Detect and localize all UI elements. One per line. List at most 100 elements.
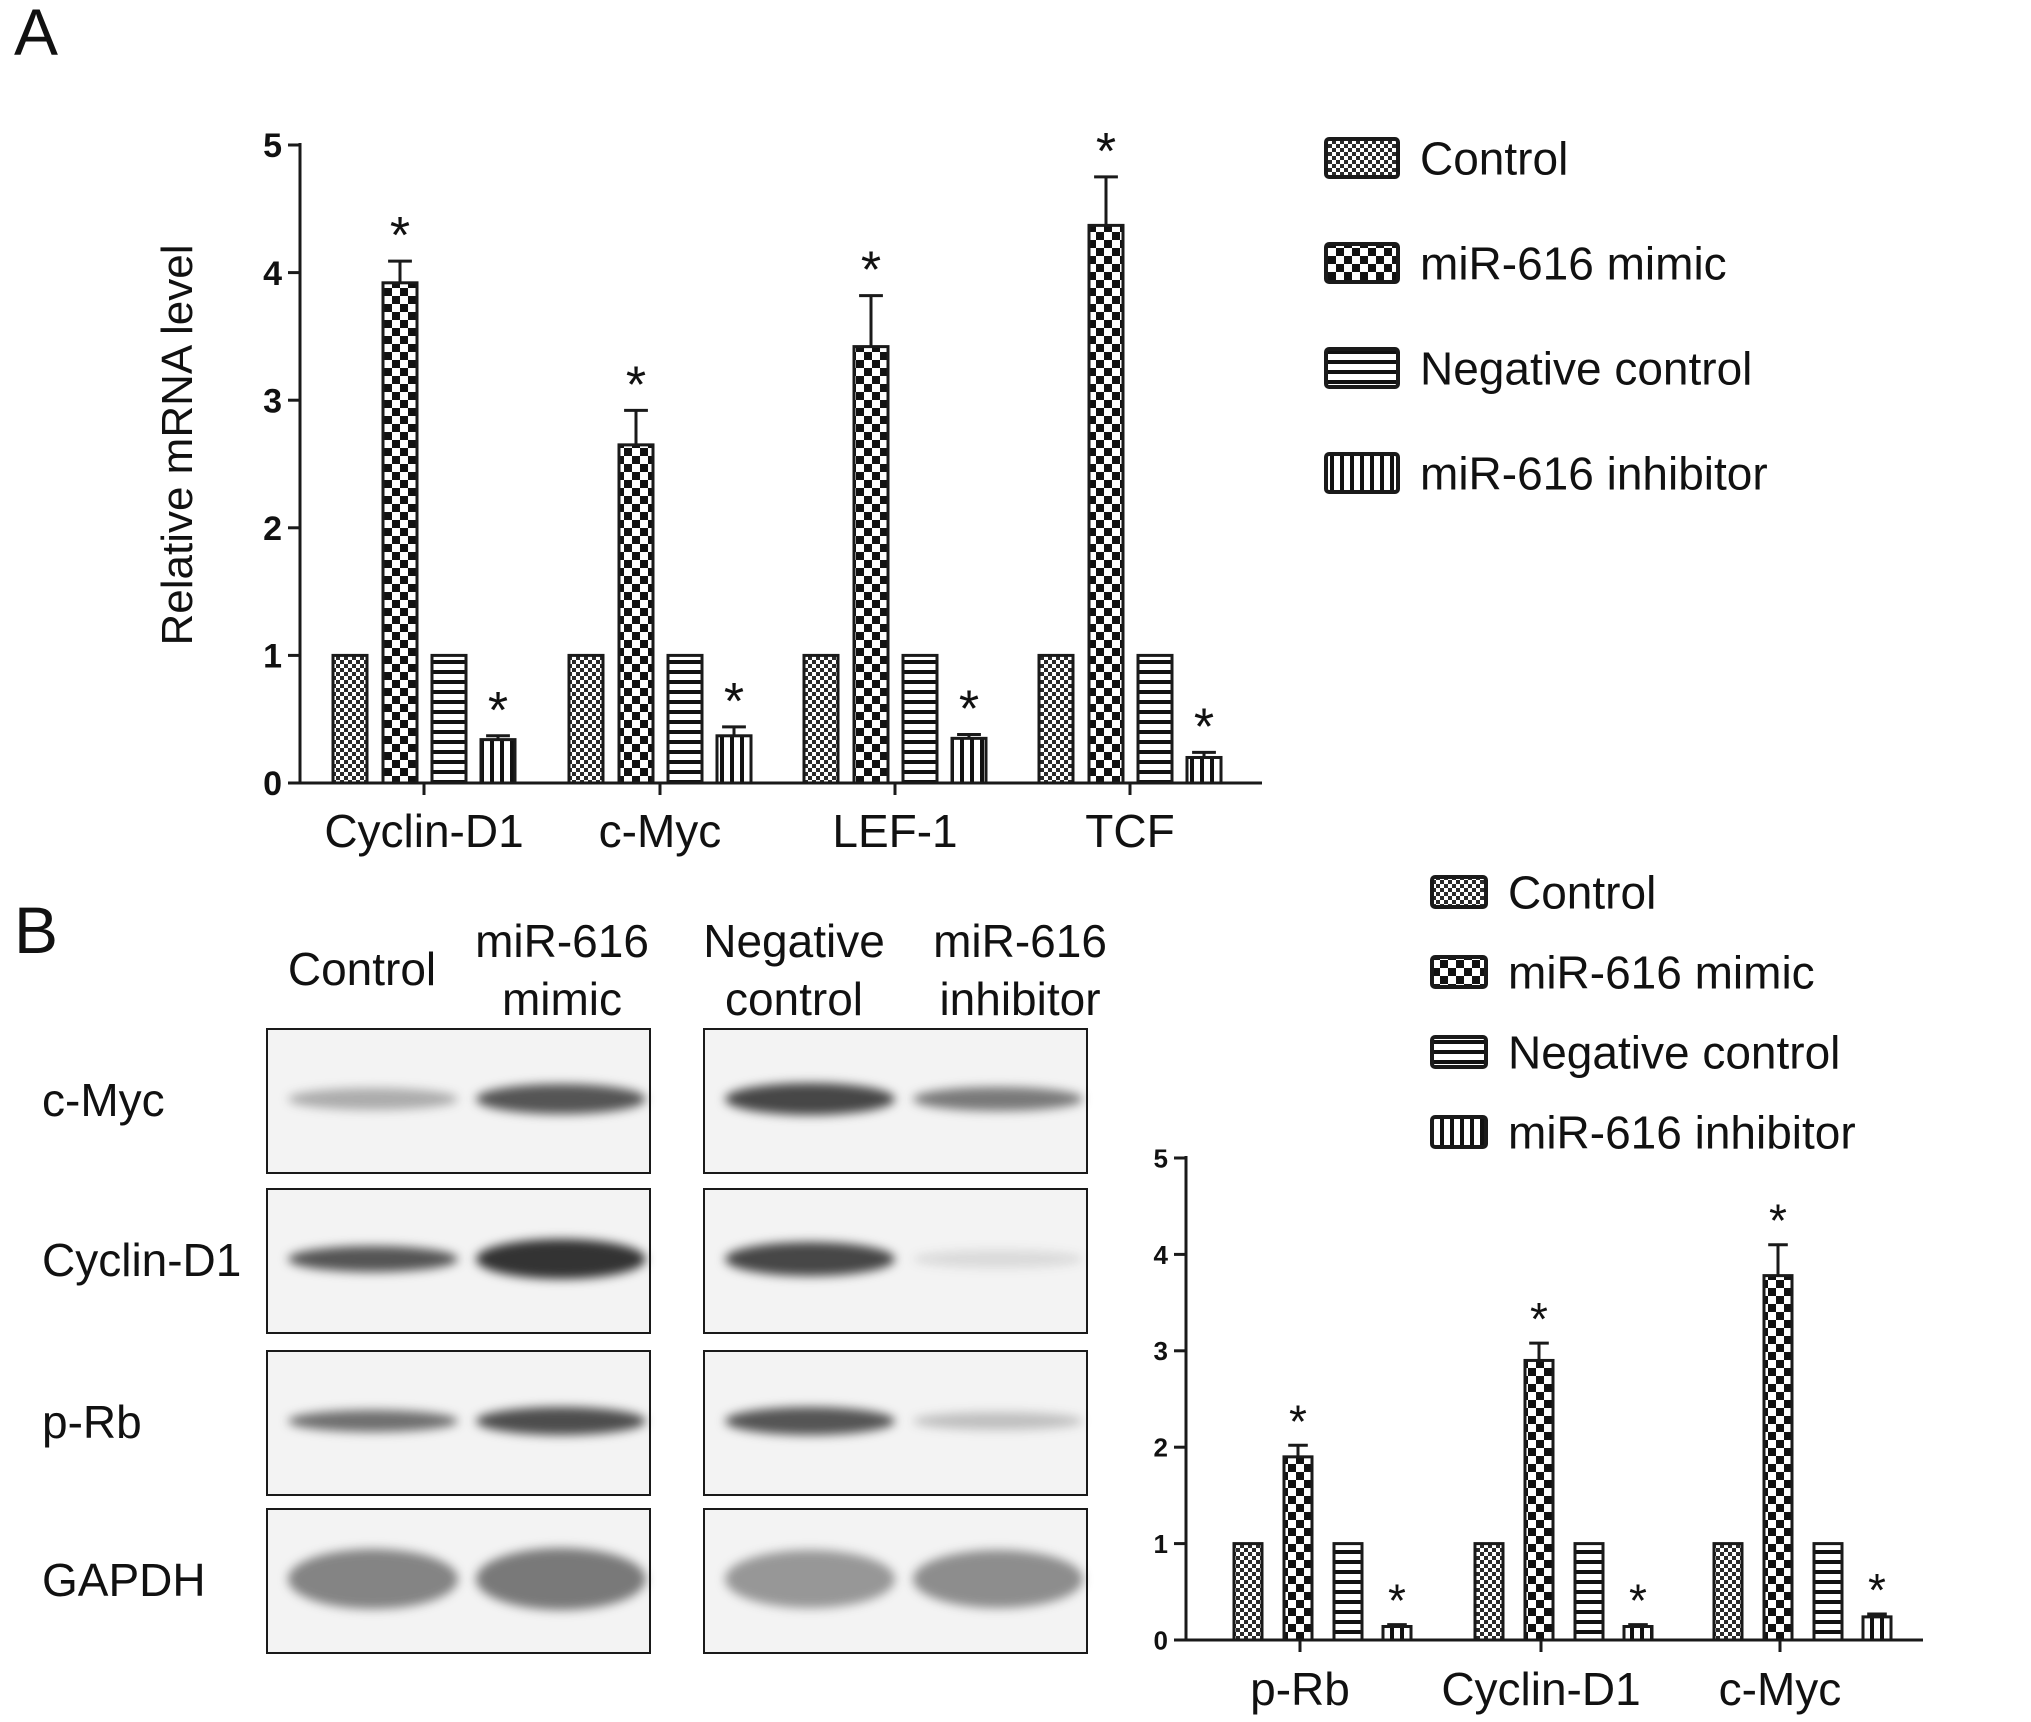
- a-bar-horizontal-stripes: [666, 653, 704, 785]
- blot-band: [476, 1548, 646, 1610]
- a-bar-vertical-stripes: [950, 736, 988, 785]
- a-significance-mark: *: [488, 682, 508, 740]
- a-bar-vertical-stripes: [1185, 755, 1223, 785]
- b-bar-fine-check: [1473, 1542, 1505, 1642]
- blot-column-label: miR-616 mimic: [452, 912, 672, 1028]
- b-legend-swatch: [1430, 875, 1488, 909]
- blot-band: [913, 1412, 1083, 1430]
- b-significance-mark: *: [1388, 1575, 1406, 1627]
- blot-panel: [703, 1188, 1088, 1334]
- a-bar-vertical-stripes: [715, 734, 753, 785]
- b-bar-checker: [1762, 1274, 1794, 1642]
- blot-band: [476, 1084, 646, 1114]
- a-bar-vertical-stripes: [479, 738, 517, 785]
- a-x-tick-label: LEF-1: [832, 805, 957, 857]
- blot-column-label-line2: mimic: [501, 973, 623, 1025]
- blot-band: [288, 1088, 458, 1110]
- b-bar-vertical-stripes: [1622, 1625, 1654, 1642]
- a-bar-fine-check: [1037, 653, 1075, 785]
- blot-band: [476, 1239, 646, 1279]
- a-bar-checker: [381, 281, 419, 785]
- b-significance-mark: *: [1868, 1564, 1886, 1616]
- a-significance-mark: *: [390, 207, 410, 265]
- blot-column-label: miR-616 inhibitor: [910, 912, 1130, 1028]
- b-y-tick-label: 3: [1154, 1336, 1168, 1366]
- blot-column-label: Negative control: [684, 912, 904, 1028]
- blot-column-label-line1: Negative: [703, 915, 885, 967]
- a-y-tick-label: 3: [263, 382, 282, 420]
- a-legend-swatch: [1324, 347, 1400, 389]
- a-significance-mark: *: [1194, 698, 1214, 756]
- blot-band: [288, 1246, 458, 1272]
- a-significance-mark: *: [1096, 123, 1116, 181]
- a-bar-fine-check: [331, 653, 369, 785]
- b-bar-fine-check: [1712, 1542, 1744, 1642]
- a-bar-fine-check: [802, 653, 840, 785]
- panel-a-label: A: [14, 0, 59, 69]
- blot-band: [288, 1410, 458, 1432]
- b-legend-label: Negative control: [1508, 1027, 1840, 1079]
- a-significance-mark: *: [626, 356, 646, 414]
- b-significance-mark: *: [1629, 1575, 1647, 1627]
- b-significance-mark: *: [1530, 1293, 1548, 1345]
- blot-row-label: Cyclin-D1: [42, 1234, 242, 1286]
- b-y-tick-label: 4: [1154, 1240, 1169, 1270]
- b-bar-vertical-stripes: [1861, 1615, 1893, 1642]
- a-bar-checker: [617, 443, 655, 785]
- blot-panel: [266, 1350, 651, 1496]
- chart-b: 0 1 2 3 4 5 p-Rb Cyclin-D1 c-Myc * * * * * * Control miR…: [1154, 867, 1923, 1715]
- a-significance-mark: *: [959, 681, 979, 739]
- a-y-axis-label: Relative mRNA level: [153, 244, 202, 645]
- b-bar-horizontal-stripes: [1573, 1542, 1605, 1642]
- b-x-tick-label: c-Myc: [1719, 1663, 1842, 1715]
- a-bar-checker: [852, 345, 890, 785]
- b-bar-fine-check: [1232, 1542, 1264, 1642]
- a-legend-label: Control: [1420, 133, 1568, 185]
- a-legend-swatch: [1324, 137, 1400, 179]
- blot-panel: [266, 1508, 651, 1654]
- a-legend-label: miR-616 mimic: [1420, 238, 1727, 290]
- blot-row-label: p-Rb: [42, 1396, 142, 1448]
- b-bar-vertical-stripes: [1381, 1625, 1413, 1642]
- blot-band: [725, 1550, 895, 1608]
- blot-column-label-line2: control: [724, 973, 864, 1025]
- a-y-tick-label: 0: [263, 765, 282, 803]
- a-bar-checker: [1087, 223, 1125, 785]
- blot-row-label: c-Myc: [42, 1074, 165, 1126]
- blot-band: [913, 1250, 1083, 1268]
- b-legend-swatch: [1430, 1035, 1488, 1069]
- panel-b-label: B: [14, 893, 59, 967]
- blot-panel: [266, 1028, 651, 1174]
- a-y-tick-label: 4: [263, 255, 282, 293]
- blot-column-label: Control: [252, 940, 472, 998]
- b-x-tick-label: p-Rb: [1250, 1663, 1350, 1715]
- a-significance-mark: *: [724, 673, 744, 731]
- a-y-tick-label: 1: [263, 638, 282, 676]
- blot-band: [288, 1549, 458, 1609]
- blot-row-label: GAPDH: [42, 1554, 206, 1606]
- blot-panel: [703, 1028, 1088, 1174]
- b-bar-horizontal-stripes: [1812, 1542, 1844, 1642]
- blot-column-label-line2: Control: [287, 943, 437, 995]
- a-x-tick-label: Cyclin-D1: [324, 805, 523, 857]
- b-y-tick-label: 2: [1154, 1433, 1168, 1463]
- blot-column-label-line1: miR-616: [475, 915, 649, 967]
- chart-a: 0 1 2 3 4 5 Relative mRNA level Cyclin-D1 c-Myc L…: [153, 123, 1768, 857]
- blot-band: [725, 1083, 895, 1115]
- blot-band: [913, 1550, 1083, 1608]
- blot-column-label-line2: inhibitor: [939, 973, 1101, 1025]
- a-legend-label: Negative control: [1420, 343, 1752, 395]
- blot-panel: [266, 1188, 651, 1334]
- b-bar-checker: [1523, 1358, 1555, 1642]
- b-bar-checker: [1282, 1455, 1314, 1642]
- b-significance-mark: *: [1769, 1195, 1787, 1247]
- a-x-tick-label: c-Myc: [599, 805, 722, 857]
- a-bar-horizontal-stripes: [1136, 653, 1174, 785]
- a-bar-horizontal-stripes: [430, 653, 468, 785]
- a-bar-fine-check: [567, 653, 605, 785]
- b-legend-label: Control: [1508, 867, 1656, 919]
- b-bar-horizontal-stripes: [1332, 1542, 1364, 1642]
- blot-column-label-line1: miR-616: [933, 915, 1107, 967]
